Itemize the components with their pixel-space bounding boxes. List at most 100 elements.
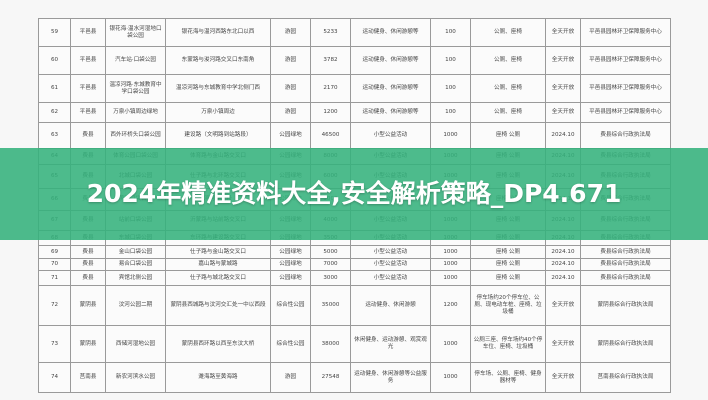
- table-cell: 游园: [270, 46, 311, 75]
- table-cell: 小型公益活动: [350, 258, 431, 271]
- table-cell: 1200: [310, 102, 351, 123]
- table-row: 69 费县 金山口袋公园 仕子路与金山路交叉口 公园绿地 5000 小型公益活动 1000 座椅…: [38, 245, 671, 259]
- table-cell: 万泉小镇周边绿地: [105, 102, 166, 123]
- table-cell: 全天开放: [545, 18, 581, 47]
- table-cell: 蒙阴县西环路以西至东汶大桥: [165, 325, 271, 363]
- table-cell: 27548: [310, 362, 351, 393]
- table-cell: 全天开放: [545, 46, 581, 75]
- table-cell: 费县综合行政执法局: [580, 270, 671, 286]
- table-cell: 座椅 公厕: [470, 122, 546, 149]
- table-cell: 全天开放: [545, 362, 581, 393]
- table-cell: 温凉河路与东城教育中学北侧门西: [165, 74, 271, 103]
- table-row: 74 莒南县 新农河滨水公园 潍海路至黄海路 游园 27548 运动健身、休闲游憩等公益服务…: [38, 362, 671, 393]
- table-cell: 仕子路与城北路交叉口: [165, 270, 271, 286]
- table-cell: 1000: [430, 245, 471, 259]
- table-cell: 费县: [70, 122, 106, 149]
- table-cell: 1000: [430, 362, 471, 393]
- table-cell: 平邑县园林环卫保障服务中心: [580, 18, 671, 47]
- table-cell: 平邑县园林环卫保障服务中心: [580, 46, 671, 75]
- table-cell: 平邑县: [70, 46, 106, 75]
- table-cell: 公厕三座、停车场约40个停车位、座椅、垃圾桶: [470, 325, 546, 363]
- table-cell: 63: [38, 122, 71, 149]
- table-cell: 74: [38, 362, 71, 393]
- table-cell: 莒南县: [70, 362, 106, 393]
- table-cell: 平邑县园林环卫保障服务中心: [580, 102, 671, 123]
- table-cell: 69: [38, 245, 71, 259]
- table-row: 60 平邑县 汽车站·口袋公园 东蒙路与浚河路交叉口东南角 游园 3782 运动健身、休闲游…: [38, 46, 671, 75]
- table-cell: 银花海与温河西路东北口以西: [165, 18, 271, 47]
- table-cell: 1000: [430, 325, 471, 363]
- table-cell: 3000: [310, 270, 351, 286]
- table-cell: 公园绿地: [270, 258, 311, 271]
- table-cell: 公园绿地: [270, 270, 311, 286]
- table-cell: 全天开放: [545, 325, 581, 363]
- table-cell: 银花海·温水河湿地口袋公园: [105, 18, 166, 47]
- table-cell: 莒南县综合行政执法局: [580, 362, 671, 393]
- table-cell: 游园: [270, 102, 311, 123]
- table-cell: 2024.10: [545, 245, 581, 259]
- table-cell: 小型公益活动: [350, 245, 431, 259]
- table-cell: 全天开放: [545, 102, 581, 123]
- table-cell: 综合性公园: [270, 285, 311, 326]
- table-cell: 费县: [70, 258, 106, 271]
- banner-text: 2024年精准资料大全,安全解析策略_DP4.671: [86, 179, 622, 208]
- table-cell: 1000: [430, 122, 471, 149]
- table-cell: 蒙阴县西城路与汶河交汇处一中以西段: [165, 285, 271, 326]
- table-cell: 公园绿地: [270, 245, 311, 259]
- table-cell: 71: [38, 270, 71, 286]
- table-cell: 费县: [70, 270, 106, 286]
- table-cell: 100: [430, 74, 471, 103]
- table-cell: 公厕、座椅: [470, 18, 546, 47]
- table-cell: 公厕、座椅: [470, 102, 546, 123]
- table-cell: 全天开放: [545, 285, 581, 326]
- table-row: 63 费县 西外环桥头口袋公园 建设路（文明路到站路段） 公园绿地 46500 小型公益活动…: [38, 122, 671, 149]
- table-cell: 运动健身、休闲游憩等: [350, 74, 431, 103]
- table-cell: 60: [38, 46, 71, 75]
- table-cell: 61: [38, 74, 71, 103]
- table-cell: 运动健身、休闲游憩等公益服务: [350, 362, 431, 393]
- table-cell: 汽车站·口袋公园: [105, 46, 166, 75]
- table-cell: 62: [38, 102, 71, 123]
- table-cell: 2024.10: [545, 270, 581, 286]
- table-cell: 嘉山路与蒙城路: [165, 258, 271, 271]
- table-cell: 平邑县: [70, 18, 106, 47]
- table-cell: 1000: [430, 258, 471, 271]
- table-cell: 46500: [310, 122, 351, 149]
- table-cell: 游园: [270, 362, 311, 393]
- table-row: 72 蒙阴县 汶河公园二期 蒙阴县西城路与汶河交汇处一中以西段 综合性公园 35000 运动…: [38, 285, 671, 326]
- table-cell: 100: [430, 102, 471, 123]
- table-cell: 蒙阴县: [70, 325, 106, 363]
- table-cell: 汶河公园二期: [105, 285, 166, 326]
- table-cell: 运动健身、休闲游憩等: [350, 102, 431, 123]
- table-cell: 蒙阴县: [70, 285, 106, 326]
- table-cell: 费县综合行政执法局: [580, 245, 671, 259]
- table-cell: 35000: [310, 285, 351, 326]
- table-cell: 100: [430, 18, 471, 47]
- table-cell: 温凉河路·东城教育中学口袋公园: [105, 74, 166, 103]
- table-row: 73 蒙阴县 西储河湿地公园 蒙阴县西环路以西至东汶大桥 综合性公园 38000 休闲健身、…: [38, 325, 671, 363]
- table-cell: 宾馆北侧公园: [105, 270, 166, 286]
- table-cell: 72: [38, 285, 71, 326]
- table-row: 59 平邑县 银花海·温水河湿地口袋公园 银花海与温河西路东北口以西 游园 5233 运动健…: [38, 18, 671, 47]
- table-cell: 西外环桥头口袋公园: [105, 122, 166, 149]
- table-cell: 休闲健身、运动游憩、观赏观光: [350, 325, 431, 363]
- table-cell: 综合性公园: [270, 325, 311, 363]
- table-cell: 全天开放: [545, 74, 581, 103]
- overlay-banner: 2024年精准资料大全,安全解析策略_DP4.671: [0, 148, 708, 240]
- table-cell: 公厕、座椅: [470, 74, 546, 103]
- table-row: 61 平邑县 温凉河路·东城教育中学口袋公园 温凉河路与东城教育中学北侧门西 游园 217…: [38, 74, 671, 103]
- table-cell: 平邑县园林环卫保障服务中心: [580, 74, 671, 103]
- table-cell: 西储河湿地公园: [105, 325, 166, 363]
- table-cell: 建设路（文明路到站路段）: [165, 122, 271, 149]
- table-cell: 游园: [270, 18, 311, 47]
- table-cell: 易合口袋公园: [105, 258, 166, 271]
- table-cell: 万泉小镇周边: [165, 102, 271, 123]
- table-cell: 蒙阴县综合行政执法局: [580, 325, 671, 363]
- table-cell: 平邑县: [70, 74, 106, 103]
- table-cell: 运动健身、休闲游憩等: [350, 46, 431, 75]
- table-cell: 费县综合行政执法局: [580, 258, 671, 271]
- table-cell: 1000: [430, 270, 471, 286]
- table-cell: 座椅 公厕: [470, 258, 546, 271]
- table-cell: 游园: [270, 74, 311, 103]
- table-cell: 金山口袋公园: [105, 245, 166, 259]
